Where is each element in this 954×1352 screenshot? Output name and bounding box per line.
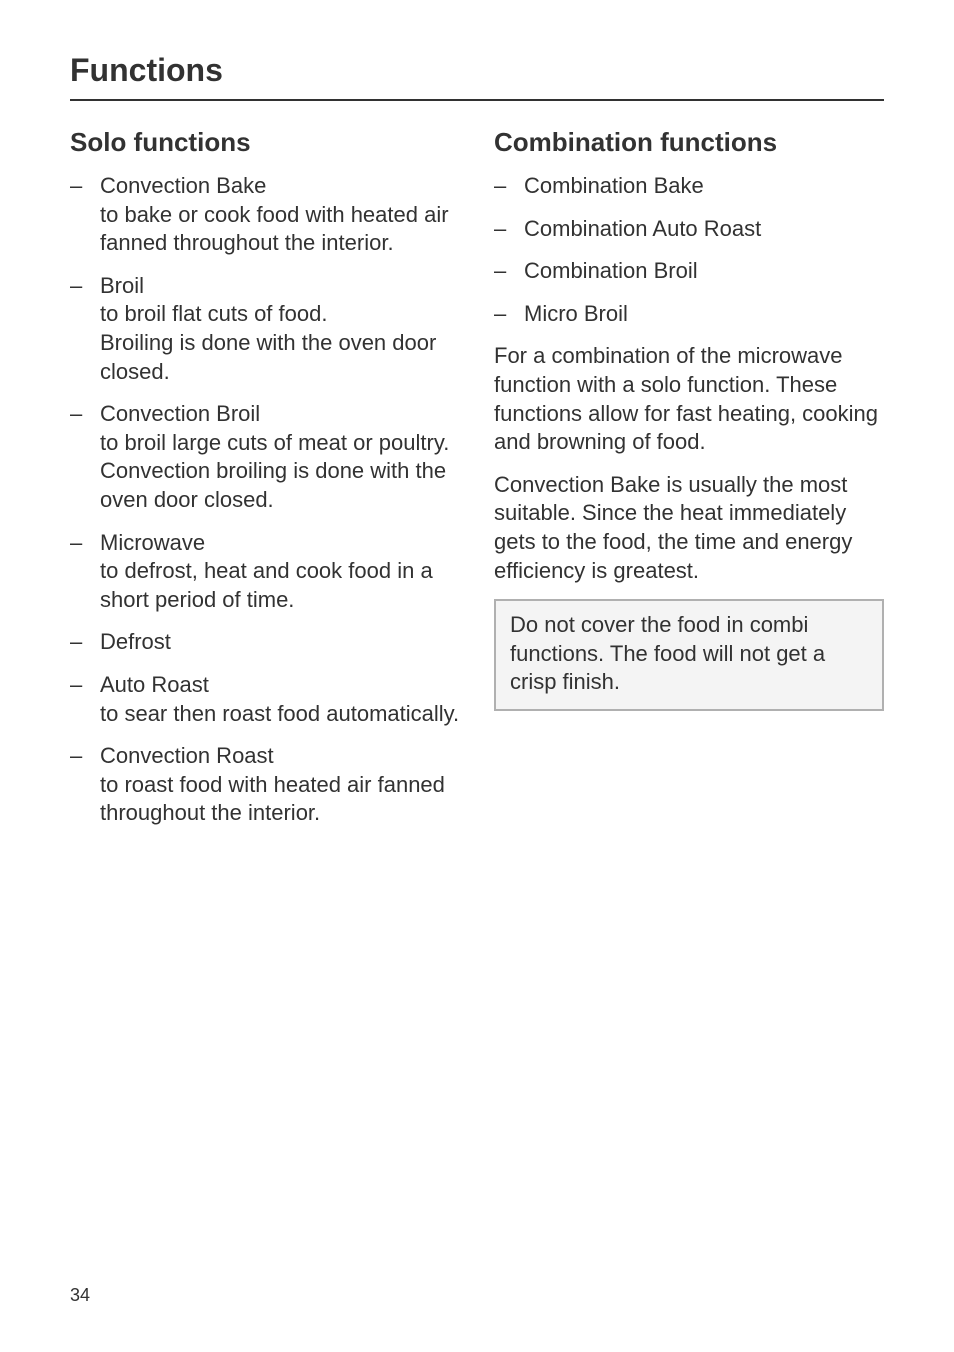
page-title: Functions <box>70 52 884 99</box>
combination-functions-list: Combination Bake Combination Auto Roast … <box>494 172 884 328</box>
list-item: Convection Roast to roast food with heat… <box>70 742 460 828</box>
item-desc: to broil flat cuts of food.Broiling is d… <box>100 300 460 386</box>
item-title: Convection Bake <box>100 172 460 201</box>
item-desc: to defrost, heat and cook food in a shor… <box>100 557 460 614</box>
item-desc: to broil large cuts of meat or poultry. … <box>100 429 460 515</box>
paragraph: Convection Bake is usually the most suit… <box>494 471 884 585</box>
item-title: Combination Auto Roast <box>524 215 884 244</box>
item-title: Combination Bake <box>524 172 884 201</box>
list-item: Defrost <box>70 628 460 657</box>
item-title: Auto Roast <box>100 671 460 700</box>
item-desc: to roast food with heated air fanned thr… <box>100 771 460 828</box>
page: Functions Solo functions Convection Bake… <box>0 0 954 1352</box>
item-title: Microwave <box>100 529 460 558</box>
list-item: Convection Broil to broil large cuts of … <box>70 400 460 514</box>
list-item: Combination Broil <box>494 257 884 286</box>
content-columns: Solo functions Convection Bake to bake o… <box>70 127 884 842</box>
list-item: Broil to broil flat cuts of food.Broilin… <box>70 272 460 386</box>
left-column: Solo functions Convection Bake to bake o… <box>70 127 460 842</box>
item-title: Combination Broil <box>524 257 884 286</box>
list-item: Combination Auto Roast <box>494 215 884 244</box>
item-title: Broil <box>100 272 460 301</box>
combination-functions-heading: Combination functions <box>494 127 884 158</box>
item-desc: to sear then roast food automatically. <box>100 700 460 729</box>
solo-functions-heading: Solo functions <box>70 127 460 158</box>
list-item: Combination Bake <box>494 172 884 201</box>
item-desc: to bake or cook food with heated air fan… <box>100 201 460 258</box>
item-title: Micro Broil <box>524 300 884 329</box>
item-title: Convection Broil <box>100 400 460 429</box>
list-item: Micro Broil <box>494 300 884 329</box>
item-title: Convection Roast <box>100 742 460 771</box>
note-box: Do not cover the food in combi functions… <box>494 599 884 711</box>
list-item: Convection Bake to bake or cook food wit… <box>70 172 460 258</box>
page-number: 34 <box>70 1285 90 1306</box>
paragraph: For a combination of the microwave funct… <box>494 342 884 456</box>
title-rule <box>70 99 884 101</box>
solo-functions-list: Convection Bake to bake or cook food wit… <box>70 172 460 828</box>
list-item: Auto Roast to sear then roast food autom… <box>70 671 460 728</box>
item-title: Defrost <box>100 628 460 657</box>
list-item: Microwave to defrost, heat and cook food… <box>70 529 460 615</box>
right-column: Combination functions Combination Bake C… <box>494 127 884 842</box>
